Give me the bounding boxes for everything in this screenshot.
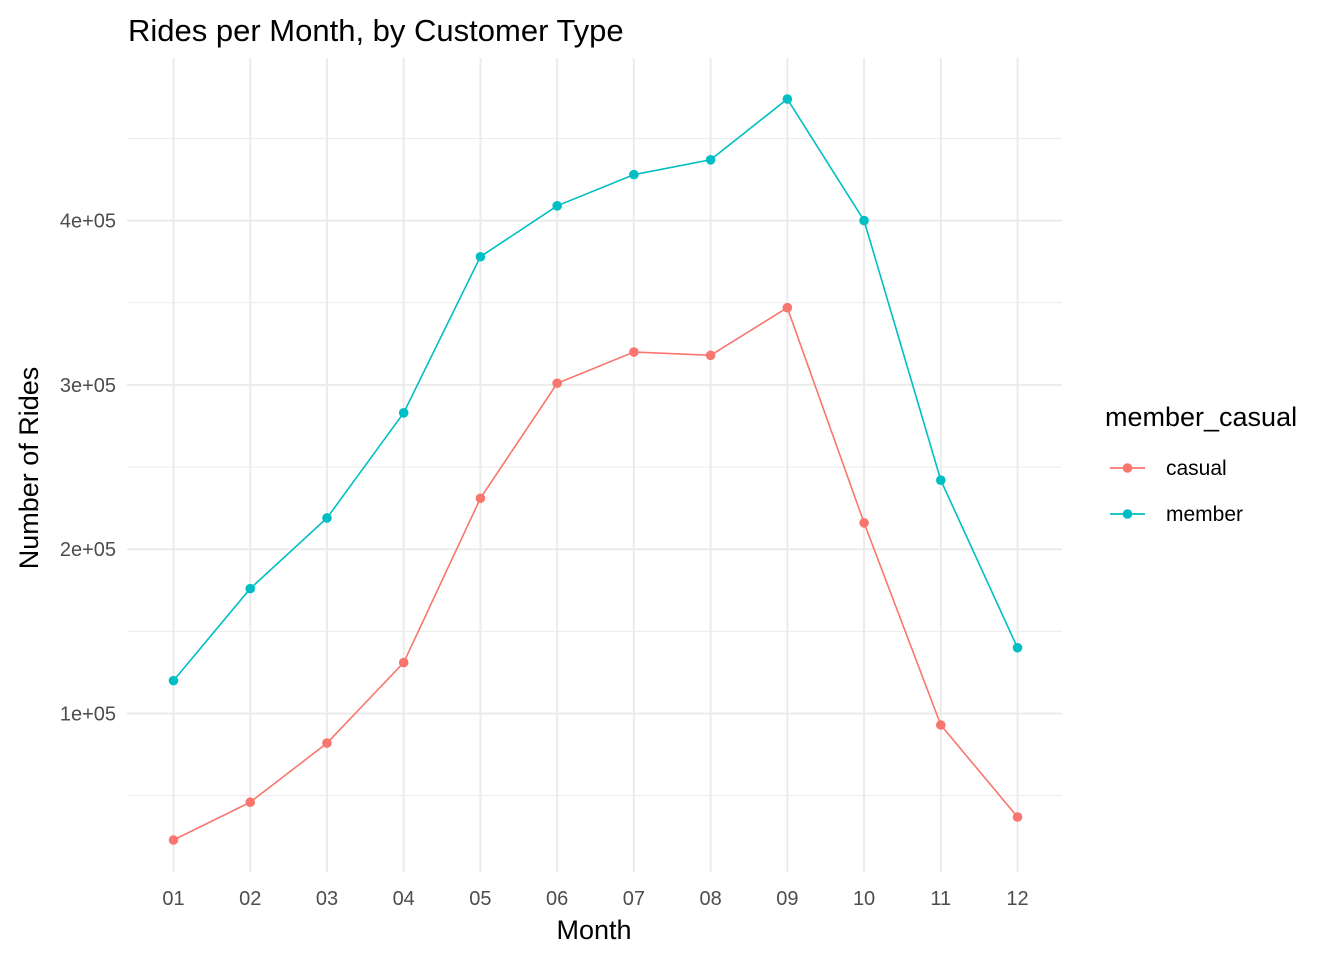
casual-point xyxy=(475,493,486,504)
x-tick-label: 06 xyxy=(546,888,568,910)
x-tick-label: 10 xyxy=(853,888,875,910)
member-point xyxy=(322,513,332,523)
member-point xyxy=(245,583,256,594)
casual-line xyxy=(173,306,1019,841)
minor-gridlines xyxy=(127,137,1062,797)
x-tick-label: 12 xyxy=(1006,888,1028,910)
chart-title: Rides per Month, by Customer Type xyxy=(128,13,624,48)
legend-label: casual xyxy=(1166,457,1227,480)
casual-point xyxy=(245,797,256,808)
casual-point xyxy=(1012,812,1023,822)
casual-point xyxy=(398,657,409,668)
legend: member_casual casual member xyxy=(1105,402,1297,526)
y-tick-label: 2e+05 xyxy=(60,539,116,561)
x-tick-label: 09 xyxy=(776,888,798,910)
y-tick-label: 3e+05 xyxy=(60,375,116,397)
x-tick-label: 07 xyxy=(623,888,645,910)
x-axis-tick-labels: 01 02 03 04 05 06 07 08 09 10 11 12 xyxy=(162,888,1028,910)
y-tick-label: 1e+05 xyxy=(60,704,116,726)
casual-point xyxy=(322,738,332,748)
x-tick-label: 02 xyxy=(239,888,261,910)
casual-point xyxy=(782,302,793,313)
casual-point xyxy=(859,518,869,528)
x-tick-label: 11 xyxy=(930,888,951,910)
series-casual xyxy=(168,302,1023,845)
series-member xyxy=(168,94,1023,686)
major-gridlines xyxy=(127,58,1062,872)
member-point xyxy=(859,215,869,226)
member-point xyxy=(782,94,793,104)
member-point xyxy=(936,475,946,485)
member-point xyxy=(552,201,562,211)
legend-item-casual: casual xyxy=(1110,457,1227,480)
member-point xyxy=(398,408,409,418)
casual-point xyxy=(552,378,562,389)
x-tick-label: 03 xyxy=(316,888,338,910)
x-tick-label: 05 xyxy=(469,888,491,910)
casual-point xyxy=(705,350,716,361)
legend-key-point xyxy=(1122,509,1133,519)
legend-label: member xyxy=(1166,503,1243,526)
x-tick-label: 04 xyxy=(393,888,415,910)
member-point xyxy=(168,675,179,686)
legend-title: member_casual xyxy=(1105,402,1297,432)
member-point xyxy=(1012,642,1023,653)
legend-item-member: member xyxy=(1110,503,1243,526)
x-tick-label: 08 xyxy=(699,888,721,910)
casual-point xyxy=(936,720,946,730)
x-tick-label: 01 xyxy=(162,888,184,910)
y-tick-label: 4e+05 xyxy=(60,211,116,233)
legend-items: casual member xyxy=(1110,457,1243,526)
series-layer xyxy=(168,94,1023,845)
legend-key-point xyxy=(1122,463,1133,473)
member-point xyxy=(475,251,486,262)
member-point xyxy=(629,169,639,180)
casual-point xyxy=(629,347,639,357)
casual-point xyxy=(168,835,179,845)
y-axis-title: Number of Rides xyxy=(14,367,44,570)
x-axis-title: Month xyxy=(556,915,631,945)
member-line xyxy=(172,97,1019,682)
member-point xyxy=(705,155,716,165)
y-axis-tick-labels: 1e+05 2e+05 3e+05 4e+05 xyxy=(60,211,116,726)
